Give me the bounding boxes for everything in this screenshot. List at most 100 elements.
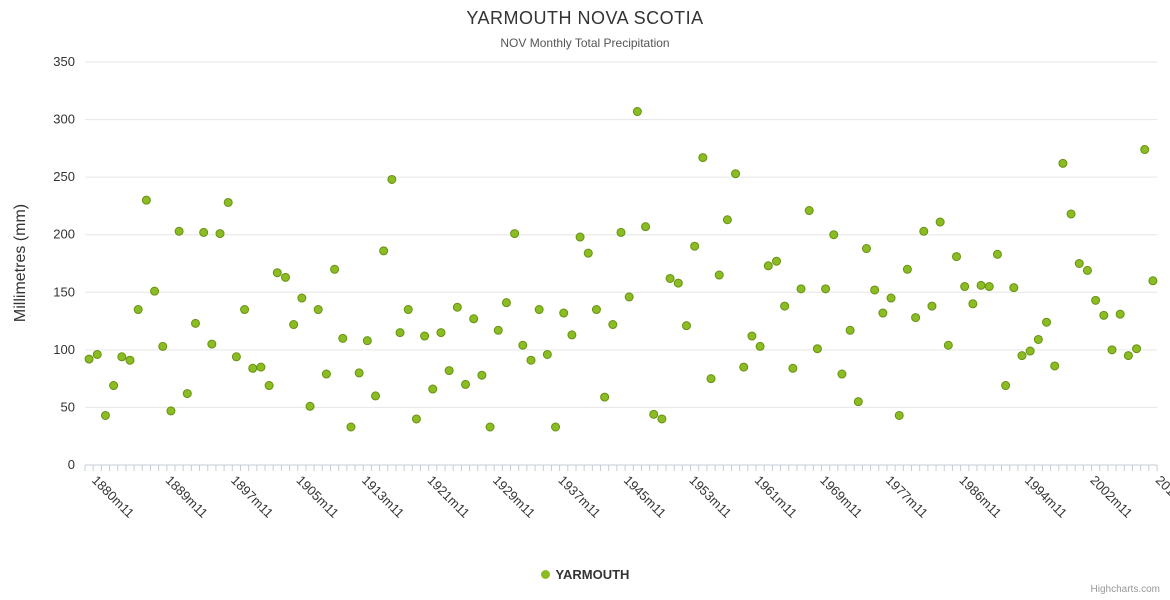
data-point[interactable] [943, 340, 953, 350]
data-point[interactable] [632, 107, 642, 117]
data-point[interactable] [542, 349, 552, 359]
data-point[interactable] [215, 229, 225, 239]
data-point[interactable] [92, 349, 102, 359]
data-point[interactable] [354, 368, 364, 378]
data-point[interactable] [534, 305, 544, 315]
data-point[interactable] [1033, 334, 1043, 344]
data-point[interactable] [346, 422, 356, 432]
credits-link[interactable]: Highcharts.com [1090, 584, 1160, 595]
data-point[interactable] [755, 341, 765, 351]
data-point[interactable] [379, 246, 389, 256]
data-point[interactable] [125, 355, 135, 365]
data-point[interactable] [878, 308, 888, 318]
data-point[interactable] [518, 340, 528, 350]
data-point[interactable] [501, 298, 511, 308]
data-point[interactable] [428, 384, 438, 394]
data-point[interactable] [444, 366, 454, 376]
data-point[interactable] [330, 264, 340, 274]
data-point[interactable] [411, 414, 421, 424]
data-point[interactable] [272, 268, 282, 278]
data-point[interactable] [321, 369, 331, 379]
data-point[interactable] [861, 244, 871, 254]
data-point[interactable] [551, 422, 561, 432]
data-point[interactable] [763, 261, 773, 271]
data-point[interactable] [240, 305, 250, 315]
data-point[interactable] [739, 362, 749, 372]
data-point[interactable] [248, 363, 258, 373]
data-point[interactable] [305, 401, 315, 411]
data-point[interactable] [624, 292, 634, 302]
data-point[interactable] [1091, 295, 1101, 305]
data-point[interactable] [845, 325, 855, 335]
data-point[interactable] [510, 229, 520, 239]
data-point[interactable] [207, 339, 217, 349]
data-point[interactable] [1082, 265, 1092, 275]
data-point[interactable] [387, 174, 397, 184]
data-point[interactable] [968, 299, 978, 309]
data-point[interactable] [911, 313, 921, 323]
data-point[interactable] [894, 410, 904, 420]
data-point[interactable] [1107, 345, 1117, 355]
data-point[interactable] [297, 293, 307, 303]
data-point[interactable] [166, 406, 176, 416]
data-point[interactable] [1001, 381, 1011, 391]
data-point[interactable] [575, 232, 585, 242]
data-point[interactable] [403, 305, 413, 315]
legend[interactable]: YARMOUTH [0, 567, 1170, 582]
data-point[interactable] [649, 409, 659, 419]
data-point[interactable] [927, 301, 937, 311]
data-point[interactable] [591, 305, 601, 315]
data-point[interactable] [780, 301, 790, 311]
data-point[interactable] [461, 379, 471, 389]
data-point[interactable] [313, 305, 323, 315]
data-point[interactable] [984, 282, 994, 292]
data-point[interactable] [1066, 209, 1076, 219]
data-point[interactable] [1009, 283, 1019, 293]
data-point[interactable] [199, 227, 209, 237]
data-point[interactable] [690, 241, 700, 251]
data-point[interactable] [747, 331, 757, 341]
data-point[interactable] [821, 284, 831, 294]
data-point[interactable] [338, 333, 348, 343]
data-point[interactable] [223, 197, 233, 207]
data-point[interactable] [1099, 310, 1109, 320]
data-point[interactable] [117, 352, 127, 362]
data-point[interactable] [829, 230, 839, 240]
data-point[interactable] [714, 270, 724, 280]
data-point[interactable] [788, 363, 798, 373]
data-point[interactable] [485, 422, 495, 432]
data-point[interactable] [280, 272, 290, 282]
data-point[interactable] [100, 410, 110, 420]
data-point[interactable] [493, 325, 503, 335]
data-point[interactable] [681, 321, 691, 331]
data-point[interactable] [264, 381, 274, 391]
data-point[interactable] [1042, 317, 1052, 327]
data-point[interactable] [1074, 259, 1084, 268]
data-point[interactable] [722, 215, 732, 225]
data-point[interactable] [706, 374, 716, 384]
data-point[interactable] [256, 362, 266, 372]
data-point[interactable] [698, 153, 708, 163]
data-point[interactable] [1025, 346, 1035, 356]
data-point[interactable] [976, 280, 986, 290]
data-point[interactable] [673, 278, 683, 288]
data-point[interactable] [452, 302, 462, 312]
data-point[interactable] [665, 273, 675, 283]
data-point[interactable] [182, 389, 192, 399]
data-point[interactable] [960, 282, 970, 292]
data-point[interactable] [526, 355, 536, 365]
data-point[interactable] [853, 397, 863, 407]
data-point[interactable] [870, 285, 880, 295]
data-point[interactable] [992, 249, 1002, 259]
data-point[interactable] [1140, 145, 1150, 155]
data-point[interactable] [559, 308, 569, 318]
data-point[interactable] [919, 226, 929, 236]
data-point[interactable] [902, 264, 912, 274]
data-point[interactable] [1058, 158, 1068, 168]
data-point[interactable] [84, 354, 94, 364]
data-point[interactable] [133, 305, 143, 315]
data-point[interactable] [158, 341, 168, 351]
data-point[interactable] [837, 369, 847, 379]
data-point[interactable] [583, 248, 593, 258]
data-point[interactable] [935, 217, 945, 227]
